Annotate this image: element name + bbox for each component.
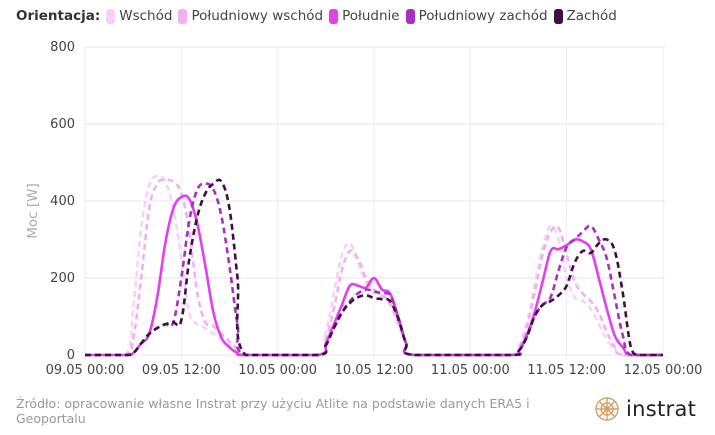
x-tick-label: 10.05 12:00 (335, 363, 414, 378)
legend-label: Południowy wschód (191, 8, 324, 24)
y-axis-label: Moc [W] (25, 183, 41, 239)
series-line-południowy-zachód (85, 182, 663, 357)
instrat-logo-text: instrat (626, 397, 697, 421)
series-line-południe (85, 194, 663, 357)
line-chart: 0 200 400 600 800 09.05 00:00 09.05 12:00 10.05… (25, 40, 703, 378)
x-tick-label: 10.05 00:00 (238, 363, 317, 378)
legend: Orientacja: Wschód Południowy wschód Poł… (16, 8, 623, 24)
x-tick-label: 12.05 00:00 (624, 363, 703, 378)
legend-swatch (329, 8, 339, 24)
x-tick-label: 09.05 12:00 (142, 363, 221, 378)
legend-swatch (553, 8, 563, 24)
legend-label: Południowy zachód (418, 8, 548, 24)
instrat-logo-icon (595, 397, 619, 421)
y-tick-label: 0 (67, 348, 75, 363)
y-tick-label: 400 (50, 194, 75, 209)
legend-item-poludniowy-zachod[interactable]: Południowy zachód (405, 8, 548, 24)
series-line-zachód (85, 178, 663, 357)
legend-item-poludniowy-wschod[interactable]: Południowy wschód (178, 8, 323, 24)
legend-swatch (178, 8, 188, 24)
x-tick-label: 09.05 00:00 (46, 363, 125, 378)
y-tick-label: 200 (50, 271, 75, 286)
series-line-wschód (85, 174, 663, 357)
legend-label: Południe (342, 8, 400, 24)
x-tick-label: 11.05 12:00 (527, 363, 606, 378)
legend-swatch (405, 8, 415, 24)
legend-title: Orientacja: (16, 8, 101, 24)
legend-label: Zachód (566, 8, 617, 24)
y-tick-label: 600 (50, 117, 75, 132)
y-tick-label: 800 (50, 40, 75, 55)
legend-item-zachod[interactable]: Zachód (553, 8, 617, 24)
series-line-południowy-wschód (85, 178, 663, 357)
x-tick-label: 11.05 00:00 (431, 363, 510, 378)
legend-item-wschod[interactable]: Wschód (106, 8, 172, 24)
source-note: Źródło: opracowanie własne Instrat przy … (16, 396, 530, 426)
legend-label: Wschód (119, 8, 173, 24)
legend-item-poludnie[interactable]: Południe (329, 8, 400, 24)
legend-swatch (106, 8, 116, 24)
instrat-logo: instrat (594, 396, 696, 422)
